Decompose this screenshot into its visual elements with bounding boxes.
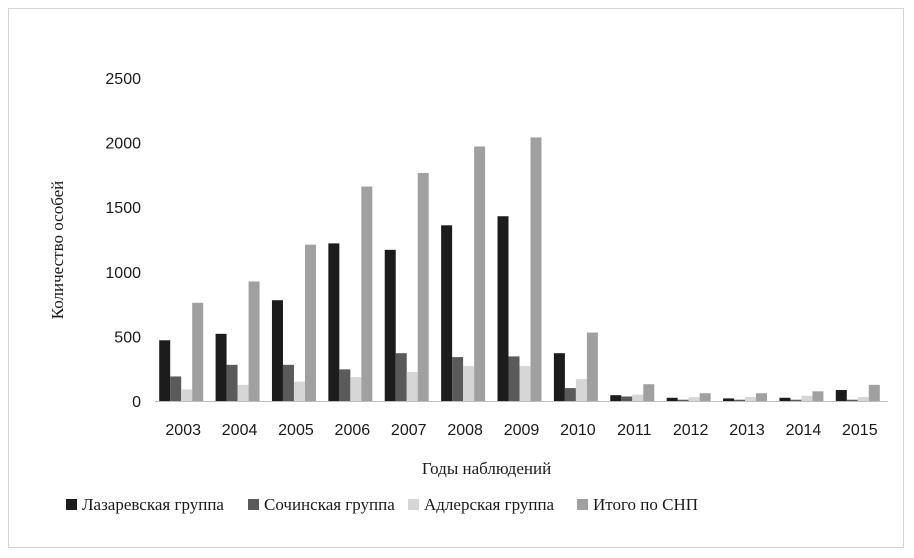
x-tick-label: 2004: [222, 422, 258, 439]
bar-2013-series-4: [756, 393, 768, 401]
legend: Лазаревская группа Сочинская группа Адлерс…: [66, 495, 698, 514]
bar-2003-series-3: [181, 389, 193, 401]
bar-2008-series-1: [441, 225, 453, 401]
x-tick-label: 2006: [335, 422, 371, 439]
bar-2011-series-2: [621, 396, 633, 401]
bar-2005-series-1: [271, 300, 283, 401]
bar-2013-series-3: [745, 397, 757, 401]
bar-2011-series-4: [643, 384, 655, 401]
x-tick-label: 2009: [504, 422, 540, 439]
bar-2006-series-1: [328, 243, 340, 401]
x-tick-label: 2015: [842, 422, 878, 439]
bar-2006-series-2: [339, 369, 351, 401]
x-axis-ticks: 2003 2004 2005 2006 2007 2008 2009 2010 2011 2012…: [165, 422, 877, 439]
legend-swatch: [66, 499, 77, 510]
x-tick-label: 2014: [786, 422, 822, 439]
bars: [159, 137, 880, 401]
bar-2015-series-3: [857, 397, 869, 401]
bar-2006-series-3: [350, 377, 362, 401]
legend-swatch: [408, 499, 419, 510]
bar-2014-series-1: [779, 397, 791, 401]
bar-2008-series-3: [463, 366, 475, 401]
legend-swatch: [248, 499, 259, 510]
bar-2013-series-1: [723, 398, 735, 401]
bar-2006-series-4: [361, 186, 373, 401]
y-tick-label: 2500: [105, 71, 141, 88]
bar-2005-series-3: [293, 381, 305, 401]
legend-label: Лазаревская группа: [82, 495, 224, 514]
y-tick-label: 500: [114, 329, 141, 346]
legend-swatch: [577, 499, 588, 510]
bar-2014-series-3: [801, 395, 813, 401]
x-tick-label: 2010: [560, 422, 596, 439]
bar-2005-series-4: [304, 244, 316, 401]
x-tick-label: 2003: [165, 422, 201, 439]
y-tick-label: 1000: [105, 265, 141, 282]
y-tick-label: 2000: [105, 136, 141, 153]
y-tick-label: 0: [132, 394, 141, 411]
bar-2007-series-4: [417, 172, 429, 401]
bar-2013-series-2: [734, 399, 746, 401]
bar-2007-series-1: [384, 249, 396, 401]
bar-2007-series-3: [406, 371, 418, 401]
legend-label: Итого по СНП: [593, 495, 698, 514]
bar-2015-series-4: [868, 384, 880, 401]
bar-2012-series-2: [677, 399, 689, 401]
bar-2004-series-3: [237, 384, 249, 401]
bar-2003-series-1: [159, 340, 171, 401]
bar-2003-series-2: [170, 376, 182, 401]
bar-2004-series-4: [248, 281, 260, 401]
bar-2009-series-4: [530, 137, 542, 401]
x-tick-label: 2005: [278, 422, 314, 439]
y-tick-label: 1500: [105, 200, 141, 217]
bar-2010-series-4: [586, 332, 598, 401]
bar-2011-series-3: [632, 394, 644, 401]
bar-2007-series-2: [395, 353, 407, 401]
bar-2015-series-1: [835, 390, 847, 401]
y-axis-ticks: 0 500 1000 1500 2000 2500: [105, 71, 141, 411]
bar-2005-series-2: [282, 364, 294, 401]
x-axis-title: Годы наблюдений: [422, 459, 551, 478]
chart-frame: [8, 8, 904, 548]
bar-2009-series-3: [519, 366, 531, 401]
y-axis-title: Количество особей: [48, 181, 67, 320]
bar-2014-series-2: [790, 399, 802, 401]
x-tick-label: 2011: [617, 422, 652, 439]
bar-2012-series-1: [666, 397, 678, 401]
bar-2003-series-4: [192, 302, 204, 401]
bar-2009-series-2: [508, 356, 520, 401]
bar-2008-series-2: [452, 357, 464, 401]
bar-2010-series-1: [553, 353, 565, 401]
bar-2010-series-3: [575, 379, 587, 401]
bar-2015-series-2: [846, 399, 858, 401]
bar-2012-series-3: [688, 397, 700, 401]
bar-2014-series-4: [812, 391, 824, 401]
bar-2009-series-1: [497, 216, 509, 401]
legend-label: Сочинская группа: [264, 495, 395, 514]
bar-2008-series-4: [474, 146, 486, 401]
bar-2011-series-1: [610, 395, 622, 401]
x-tick-label: 2008: [447, 422, 483, 439]
x-tick-label: 2012: [673, 422, 709, 439]
bar-2004-series-2: [226, 364, 238, 401]
bar-2010-series-2: [564, 388, 576, 401]
legend-label: Адлерская группа: [424, 495, 555, 514]
bar-2004-series-1: [215, 333, 227, 401]
x-tick-label: 2007: [391, 422, 427, 439]
x-tick-label: 2013: [729, 422, 765, 439]
bar-2012-series-4: [699, 393, 711, 401]
